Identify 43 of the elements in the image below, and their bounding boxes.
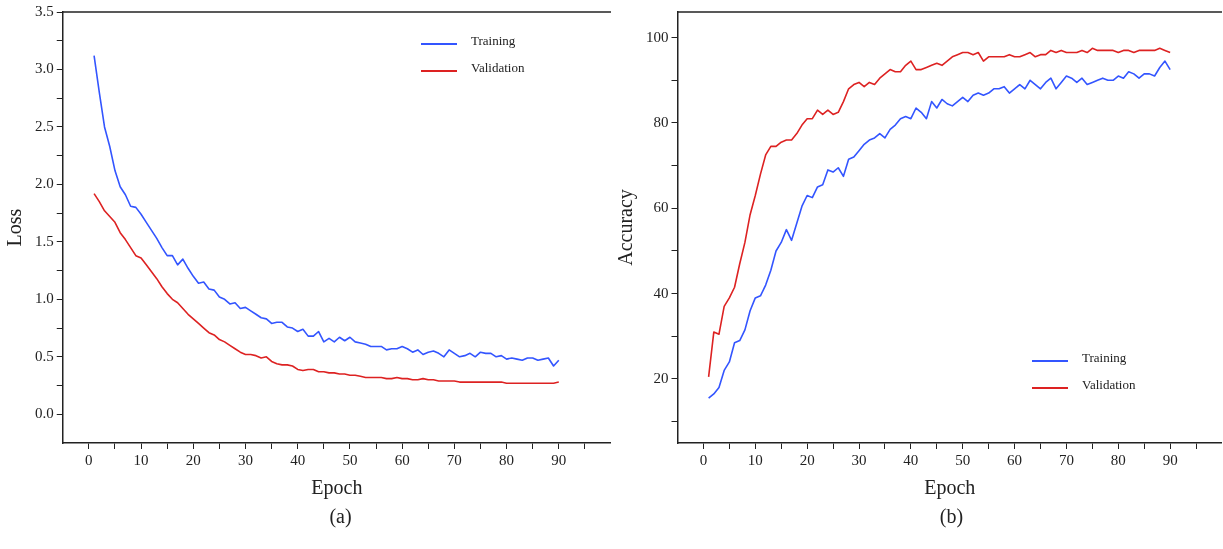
y-tick-label: 2.0 bbox=[35, 175, 54, 192]
x-tick-label: 90 bbox=[551, 451, 567, 468]
legend-label: Validation bbox=[471, 60, 525, 76]
y-tick-label: 80 bbox=[653, 113, 669, 130]
y-tick-label: 3.0 bbox=[35, 60, 54, 77]
y-tick-label: 60 bbox=[653, 199, 669, 216]
x-tick-label: 80 bbox=[1110, 451, 1126, 468]
y-tick-label: 0.5 bbox=[35, 347, 54, 364]
y-tick-label: 40 bbox=[653, 284, 669, 301]
x-tick-label: 90 bbox=[1162, 451, 1178, 468]
y-tick-label: 3.5 bbox=[35, 2, 54, 19]
x-tick-label: 80 bbox=[499, 451, 515, 468]
y-tick-label: 100 bbox=[646, 28, 669, 45]
y-tick-label: 1.0 bbox=[35, 290, 54, 307]
x-tick-label: 40 bbox=[903, 451, 919, 468]
x-tick-label: 10 bbox=[133, 451, 149, 468]
y-axis-title: Loss bbox=[3, 208, 26, 247]
x-tick-label: 60 bbox=[1007, 451, 1023, 468]
x-tick-label: 50 bbox=[342, 451, 358, 468]
x-tick-label: 0 bbox=[699, 451, 708, 468]
x-tick-label: 30 bbox=[851, 451, 867, 468]
legend-label: Training bbox=[471, 33, 516, 49]
text: (a) bbox=[328, 505, 353, 528]
x-tick-label: 20 bbox=[185, 451, 201, 468]
x-tick-label: 70 bbox=[446, 451, 462, 468]
x-tick-label: 0 bbox=[85, 451, 93, 468]
x-tick-label: 50 bbox=[955, 451, 971, 468]
x-axis-title: Epoch bbox=[924, 476, 976, 500]
y-tick-label: 0.0 bbox=[35, 405, 54, 422]
text: (b) bbox=[938, 505, 965, 528]
y-tick-label: 1.5 bbox=[35, 232, 54, 249]
legend-label: Training bbox=[1082, 350, 1127, 366]
y-tick-label: 2.5 bbox=[35, 117, 54, 134]
x-tick-label: 40 bbox=[290, 451, 306, 468]
x-tick-label: 60 bbox=[394, 451, 410, 468]
x-axis-title: Epoch bbox=[311, 476, 363, 500]
legend-label: Validation bbox=[1082, 377, 1136, 393]
x-tick-label: 10 bbox=[747, 451, 763, 468]
x-tick-label: 20 bbox=[799, 451, 815, 468]
x-tick-label: 70 bbox=[1058, 451, 1074, 468]
x-tick-label: 30 bbox=[238, 451, 253, 468]
y-axis-title: Accuracy bbox=[614, 189, 638, 266]
y-tick-label: 20 bbox=[653, 369, 669, 386]
